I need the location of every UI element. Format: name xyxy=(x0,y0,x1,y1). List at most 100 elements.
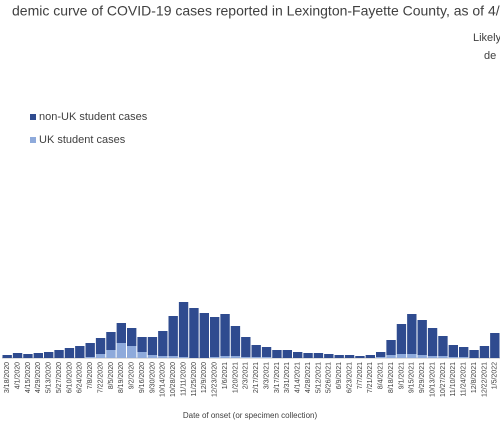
bar xyxy=(54,350,64,358)
x-tick-label: 5/26/2021 xyxy=(326,362,333,393)
bar xyxy=(158,356,168,358)
bar xyxy=(396,354,407,358)
bar xyxy=(158,331,168,356)
bar xyxy=(448,345,458,357)
x-tick-label: 6/9/2021 xyxy=(336,362,343,389)
bar xyxy=(168,316,178,356)
x-tick-label: 4/14/2021 xyxy=(295,362,302,393)
bar xyxy=(324,354,334,358)
x-tick-label: 10/13/2021 xyxy=(429,362,436,397)
x-tick-label: 9/30/2020 xyxy=(149,362,156,393)
x-tick-label: 4/15/2020 xyxy=(25,362,32,393)
bar xyxy=(396,324,407,354)
bar xyxy=(448,357,458,358)
bar xyxy=(376,357,386,358)
bar xyxy=(2,355,12,358)
bar xyxy=(355,356,365,358)
x-tick-label: 6/10/2020 xyxy=(66,362,73,393)
bar xyxy=(365,355,375,358)
x-tick-label: 8/4/2021 xyxy=(378,362,385,389)
bar xyxy=(12,353,23,358)
bar xyxy=(334,355,344,358)
bar xyxy=(137,337,147,352)
bar xyxy=(220,314,230,356)
x-tick-label: 2/3/2021 xyxy=(243,362,250,389)
x-tick-label: 3/3/2021 xyxy=(263,362,270,389)
legend-label: UK student cases xyxy=(39,134,126,146)
x-tick-label: 8/5/2020 xyxy=(108,362,115,389)
x-tick-label: 11/11/2020 xyxy=(180,362,187,396)
x-tick-label: 12/9/2020 xyxy=(201,362,208,393)
bar xyxy=(313,353,324,358)
x-axis-label: Date of onset (or specimen collection) xyxy=(183,411,318,420)
bar xyxy=(282,350,292,358)
x-tick-label: 7/21/2021 xyxy=(367,362,374,393)
x-tick-label: 10/28/2020 xyxy=(170,362,177,397)
x-tick-label: 7/7/2021 xyxy=(357,362,364,389)
bar xyxy=(407,354,417,358)
bar xyxy=(376,352,386,357)
bar xyxy=(106,332,116,350)
bar xyxy=(241,357,251,358)
x-tick-label: 4/1/2020 xyxy=(14,362,21,389)
bar xyxy=(95,354,106,358)
bar xyxy=(459,357,469,358)
bar xyxy=(95,338,106,354)
x-tick-label: 8/18/2021 xyxy=(388,362,395,393)
bar xyxy=(417,355,427,358)
x-tick-label: 3/18/2020 xyxy=(4,362,11,393)
x-tick-label: 5/27/2020 xyxy=(56,362,63,393)
bar xyxy=(230,326,241,356)
x-tick-label: 10/27/2021 xyxy=(440,362,447,397)
bar xyxy=(147,355,158,358)
legend-label: non-UK student cases xyxy=(39,111,148,123)
x-tick-label: 9/2/2020 xyxy=(129,362,136,389)
x-tick-label: 4/28/2021 xyxy=(305,362,312,393)
x-tick-label: 1/20/2021 xyxy=(232,362,239,393)
bar xyxy=(189,308,199,358)
bar xyxy=(178,302,189,357)
x-tick-label: 6/23/2021 xyxy=(346,362,353,393)
bar xyxy=(293,352,303,358)
x-tick-label: 11/25/2020 xyxy=(191,362,198,397)
bar xyxy=(469,350,479,358)
x-tick-label: 2/17/2021 xyxy=(253,362,260,393)
x-tick-label: 3/17/2021 xyxy=(274,362,281,393)
bar xyxy=(178,357,189,358)
bar xyxy=(272,350,282,358)
bar xyxy=(407,314,417,354)
bar xyxy=(386,355,396,358)
bar xyxy=(490,333,500,358)
bar xyxy=(438,356,448,358)
x-tick-label: 9/15/2021 xyxy=(409,362,416,393)
chart-title: demic curve of COVID-19 cases reported i… xyxy=(12,3,500,19)
bar xyxy=(261,357,272,358)
x-tick-label: 9/29/2021 xyxy=(419,362,426,393)
bar xyxy=(251,345,261,357)
bar xyxy=(303,353,313,358)
x-tick-label: 8/19/2020 xyxy=(118,362,125,393)
x-tick-label: 7/22/2020 xyxy=(97,362,104,393)
x-tick-label: 12/23/2020 xyxy=(212,362,219,397)
bar xyxy=(251,357,261,358)
annotation: de xyxy=(484,50,496,62)
bar xyxy=(438,336,448,356)
bar xyxy=(168,356,178,358)
x-tick-label: 12/8/2021 xyxy=(471,362,478,393)
bar xyxy=(210,357,220,358)
bar xyxy=(220,356,230,358)
bar xyxy=(210,317,220,357)
x-tick-label: 7/8/2020 xyxy=(87,362,94,389)
x-tick-label: 5/12/2021 xyxy=(315,362,322,393)
bar xyxy=(127,328,137,346)
bar xyxy=(85,357,95,358)
bar xyxy=(127,346,137,358)
bar xyxy=(241,337,251,357)
bar xyxy=(147,337,158,355)
x-tick-label: 11/24/2021 xyxy=(461,362,468,397)
x-tick-label: 10/14/2020 xyxy=(160,362,167,397)
bar xyxy=(33,353,43,358)
bar xyxy=(427,356,438,358)
bar xyxy=(64,348,75,358)
